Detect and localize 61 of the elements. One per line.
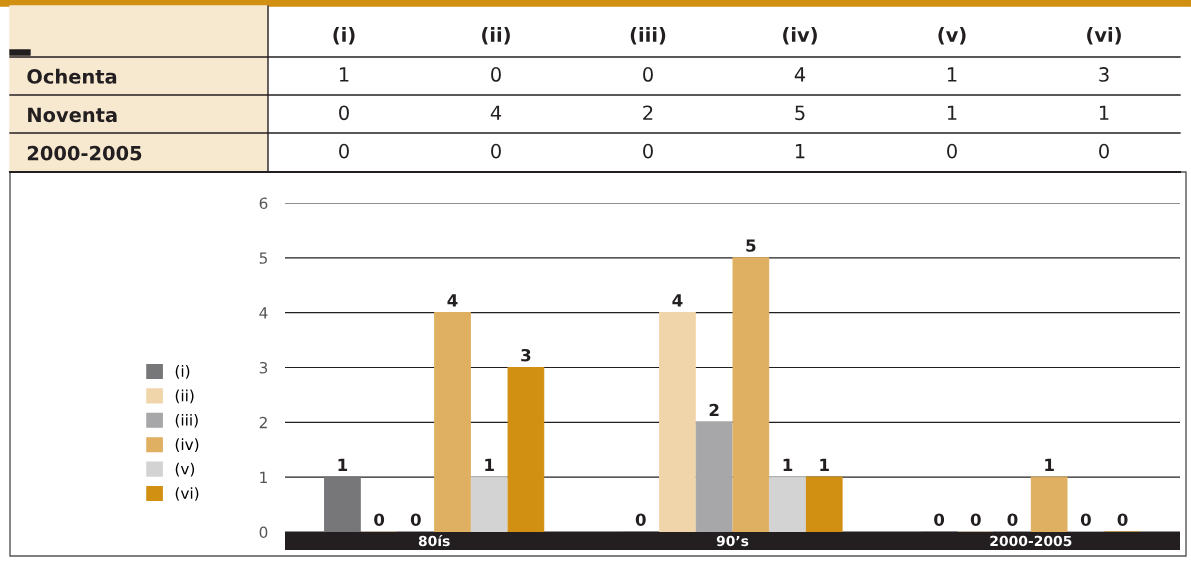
data-label: 2	[643, 105, 653, 120]
data-label: 5	[746, 239, 756, 252]
legend-label: (iii)	[175, 413, 198, 428]
data-label: 0	[970, 513, 981, 526]
data-label: 0	[635, 513, 646, 526]
data-label: 2	[709, 403, 719, 417]
data-label: 4	[490, 105, 502, 120]
data-label: 0	[643, 67, 653, 82]
y-tick-label: 1	[260, 471, 267, 483]
data-label: 1	[947, 67, 957, 82]
data-label: 4	[447, 294, 458, 307]
x-tick-label: (iii)	[630, 27, 666, 45]
y-tick-label: 6	[259, 197, 268, 210]
data-label: 0	[410, 513, 421, 526]
data-label: 0	[339, 105, 349, 121]
data-label: 0	[934, 513, 945, 526]
data-label: 1	[1045, 458, 1054, 471]
y-tick-label: Ochenta	[27, 68, 117, 84]
data-label: 3	[521, 348, 531, 362]
data-label: 1	[947, 105, 957, 120]
legend-label: (vi)	[175, 487, 199, 501]
legend-label: (ii)	[175, 389, 194, 404]
y-tick-label: 0	[259, 526, 268, 539]
data-label: 4	[794, 67, 806, 82]
x-tick-label: (v)	[938, 27, 966, 45]
data-label: 0	[643, 143, 653, 159]
data-label: 0	[491, 143, 501, 159]
data-label: 0	[491, 67, 501, 82]
legend-label: (iv)	[175, 438, 199, 452]
x-tick-label: 80ís	[418, 534, 450, 547]
legend-label: (i)	[175, 365, 190, 379]
data-label: 4	[672, 294, 683, 307]
data-label: 3	[1099, 67, 1109, 82]
data-label: 5	[795, 105, 805, 121]
x-tick-label: (vi)	[1087, 27, 1121, 45]
x-tick-label: (iv)	[783, 27, 817, 45]
data-label: 1	[339, 67, 349, 82]
legend-label: (v)	[175, 462, 195, 477]
y-tick-label: 2000-2005	[27, 145, 142, 161]
x-tick-label: 2000-2005	[990, 535, 1072, 547]
data-label: 1	[485, 458, 494, 471]
data-label: 0	[1007, 513, 1018, 526]
y-tick-label: 2	[259, 416, 267, 429]
data-label: 0	[339, 143, 349, 159]
data-label: 0	[1080, 513, 1091, 526]
data-label: 0	[1099, 143, 1109, 159]
y-tick-label: 4	[259, 307, 268, 319]
data-label: 1	[783, 458, 793, 471]
y-tick-label: 3	[259, 361, 268, 374]
data-label: 0	[947, 143, 957, 159]
data-label: 0	[1117, 513, 1128, 526]
x-tick-label: (i)	[333, 27, 355, 45]
data-label: 0	[374, 513, 385, 526]
y-tick-label: 5	[259, 252, 267, 264]
y-tick-label: Noventa	[28, 107, 117, 123]
x-tick-label: (ii)	[482, 27, 510, 45]
data-label: 1	[795, 144, 805, 159]
data-label: 1	[338, 458, 348, 471]
data-label: 1	[1099, 105, 1109, 120]
x-tick-label: 90’s	[716, 535, 749, 547]
data-label: 1	[820, 458, 829, 471]
